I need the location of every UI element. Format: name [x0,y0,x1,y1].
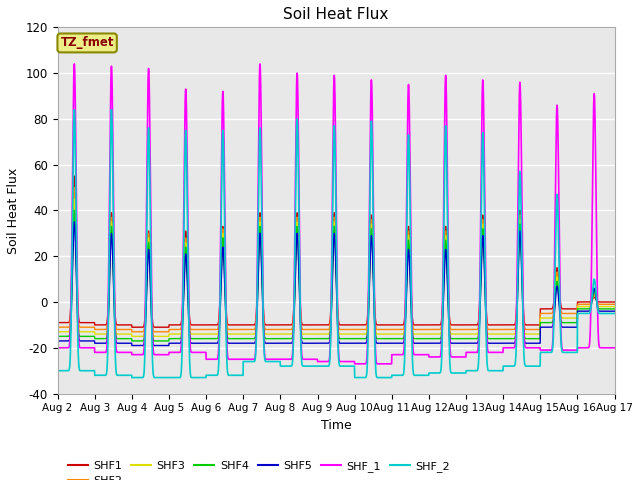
SHF5 [611,308,618,314]
Y-axis label: Soil Heat Flux: Soil Heat Flux [7,168,20,253]
Title: Soil Heat Flux: Soil Heat Flux [284,7,388,22]
SHF3 [600,304,608,310]
SHF5 [128,343,136,348]
SHF_1 [611,345,618,351]
SHF4 [611,306,618,312]
SHF4 [150,338,158,344]
SHF5 [118,340,125,346]
SHF_1 [70,61,78,67]
SHF_1 [54,345,61,351]
SHF1 [611,299,618,305]
X-axis label: Time: Time [321,419,351,432]
SHF2 [118,326,125,332]
SHF4 [70,207,78,213]
SHF_2 [292,185,300,191]
SHF1 [54,320,61,325]
SHF2 [150,329,158,335]
SHF_1 [118,349,125,355]
SHF5 [292,261,300,267]
SHF1 [600,299,608,305]
SHF5 [70,219,78,225]
SHF5 [540,324,548,330]
Line: SHF5: SHF5 [58,222,614,346]
SHF1 [292,241,300,247]
SHF2 [70,185,78,191]
SHF_1 [268,356,275,362]
SHF1 [150,324,158,330]
SHF2 [600,301,608,307]
SHF3 [292,251,300,256]
SHF4 [118,336,125,342]
SHF4 [128,338,136,344]
SHF5 [54,338,61,344]
SHF4 [268,336,275,342]
SHF4 [54,334,61,339]
SHF2 [54,324,61,330]
SHF_2 [611,311,618,316]
SHF_2 [150,375,158,381]
Line: SHF_2: SHF_2 [58,110,614,378]
SHF2 [128,329,136,335]
SHF3 [128,334,136,339]
SHF_2 [70,107,78,113]
SHF1 [268,322,275,328]
Line: SHF4: SHF4 [58,210,614,341]
SHF2 [540,311,548,316]
SHF_2 [118,372,125,378]
Text: TZ_fmet: TZ_fmet [60,36,114,49]
SHF4 [540,320,548,325]
Line: SHF_1: SHF_1 [58,64,614,364]
Line: SHF3: SHF3 [58,199,614,336]
SHF5 [268,340,275,346]
SHF1 [128,324,136,330]
SHF_1 [540,347,548,353]
SHF1 [540,306,548,312]
SHF1 [70,173,78,179]
SHF_1 [600,345,608,351]
SHF_2 [600,311,608,316]
Legend: SHF1, SHF2, SHF3, SHF4, SHF5, SHF_1, SHF_2: SHF1, SHF2, SHF3, SHF4, SHF5, SHF_1, SHF… [63,456,454,480]
SHF3 [611,304,618,310]
SHF3 [540,315,548,321]
SHF_1 [292,168,300,174]
Line: SHF2: SHF2 [58,188,614,332]
SHF5 [600,308,608,314]
SHF3 [150,334,158,339]
SHF3 [54,329,61,335]
SHF_1 [351,361,358,367]
SHF_2 [128,375,136,381]
SHF1 [118,322,125,328]
Line: SHF1: SHF1 [58,176,614,327]
SHF2 [292,246,300,252]
SHF_1 [150,352,158,358]
SHF2 [268,326,275,332]
SHF_2 [54,368,61,373]
SHF5 [150,343,158,348]
SHF_2 [268,359,275,364]
SHF2 [611,301,618,307]
SHF4 [600,306,608,312]
SHF4 [292,255,300,261]
SHF_2 [540,349,548,355]
SHF3 [70,196,78,202]
SHF3 [268,331,275,337]
SHF3 [118,331,125,337]
